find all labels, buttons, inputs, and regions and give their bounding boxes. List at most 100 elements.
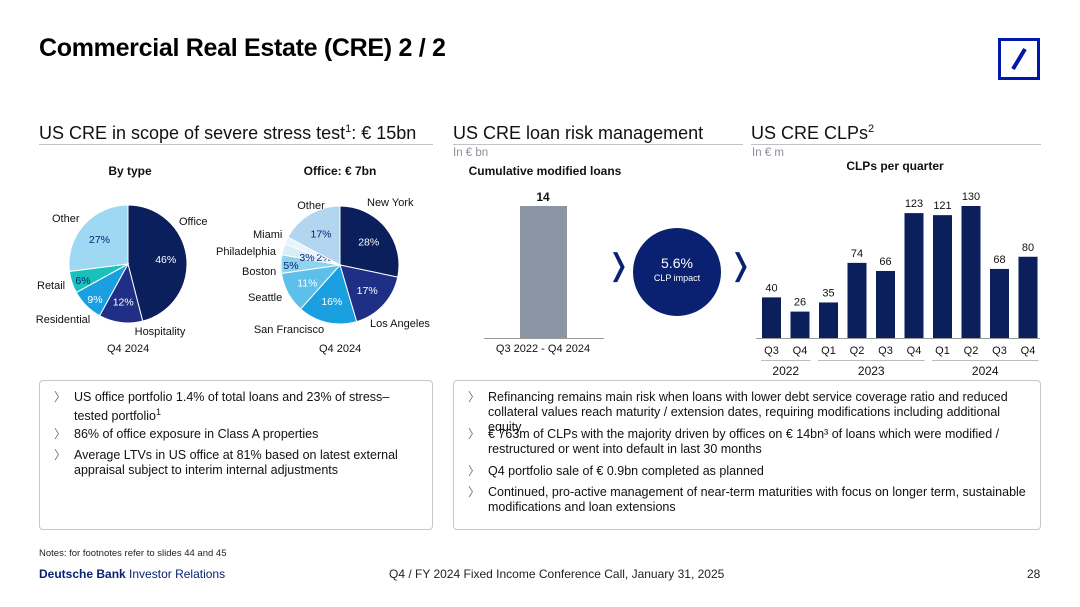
stress-title-text: US CRE in scope of severe stress test — [39, 123, 346, 143]
clps-title-text: US CRE CLPs — [751, 123, 869, 143]
bullet-text-content: Average LTVs in US office at 81% based o… — [74, 448, 398, 477]
clp-bar — [1018, 256, 1038, 338]
clp-bar — [990, 268, 1009, 338]
clp-quarter-label: Q4 — [1021, 345, 1036, 357]
clps-unit-label: In € m — [752, 147, 784, 159]
risk-section-title: US CRE loan risk management — [453, 123, 704, 143]
clps-bar-chart: 40 Q3 26 Q4 35 Q1 74 Q2 66 Q3 123 Q4 121 Q1 130 Q2 68 Q3 8… — [756, 191, 1040, 378]
pie-value-label: 5% — [283, 260, 298, 272]
clp-quarter-label: Q2 — [850, 345, 865, 357]
bullet-text: Q4 portfolio sale of € 0.9bn completed a… — [488, 464, 764, 479]
modified-loans-category-label: Q3 2022 - Q4 2024 — [496, 343, 590, 355]
clp-quarter-label: Q3 — [764, 345, 779, 357]
pie-category-label: Philadelphia — [216, 246, 277, 258]
clp-quarter-label: Q1 — [935, 345, 950, 357]
bullet-chevron-icon: 〉 — [54, 390, 67, 404]
stress-title-footnote: 1 — [345, 123, 352, 135]
clp-impact-label: CLP impact — [653, 273, 701, 283]
clp-bar — [904, 213, 924, 338]
pie-value-label: 28% — [358, 237, 379, 249]
bullet-text: Refinancing remains main risk when loans… — [488, 390, 1028, 435]
bullet-item: 〉 86% of office exposure in Class A prope… — [54, 427, 414, 448]
pie-value-label: 17% — [310, 228, 331, 240]
stress-title-amount: : € 15bn — [351, 123, 417, 143]
stress-section-rule — [39, 144, 433, 145]
clp-value-label: 66 — [879, 256, 891, 268]
clp-value-label: 130 — [962, 191, 980, 203]
chevron-right-icon: ❭ — [728, 249, 754, 282]
pie-value-label: 11% — [297, 277, 317, 289]
clp-year-label: 2023 — [858, 364, 885, 378]
bullet-text: Average LTVs in US office at 81% based o… — [74, 448, 414, 478]
footer-event: Q4 / FY 2024 Fixed Income Conference Cal… — [389, 567, 725, 581]
clp-value-label: 40 — [765, 282, 777, 294]
bullet-text-content: Continued, pro-active management of near… — [488, 485, 1026, 514]
bullet-chevron-icon: 〉 — [54, 427, 67, 441]
clp-impact-value: 5.6% — [661, 255, 693, 271]
footer-brand-unit: Investor Relations — [129, 567, 226, 581]
stress-bullets-box: 〉 US office portfolio 1.4% of total loans… — [39, 380, 433, 530]
bullet-item: 〉 Q4 portfolio sale of € 0.9bn completed … — [468, 464, 1028, 485]
clps-section-rule — [751, 144, 1041, 145]
clp-quarter-label: Q3 — [878, 345, 893, 357]
pie-slice-new-york — [339, 205, 400, 278]
by-type-chart-title: By type — [108, 164, 152, 178]
logo-slash-icon — [1011, 47, 1027, 71]
bullet-item: 〉 US office portfolio 1.4% of total loans… — [54, 390, 414, 427]
clp-value-label: 74 — [851, 248, 863, 260]
footer-brand-name: Deutsche Bank — [39, 567, 126, 581]
pie-slice-office — [127, 204, 188, 322]
by-type-caption: Q4 2024 — [107, 343, 150, 355]
footer-brand: Deutsche Bank Investor Relations — [39, 567, 225, 581]
bullet-chevron-icon: 〉 — [468, 485, 481, 499]
pie-value-label: 17% — [357, 285, 378, 297]
risk-section-rule — [453, 144, 743, 145]
clp-bar — [933, 215, 952, 338]
office-pie-chart: 28% New York 17% Los Angeles 16% San Francisc… — [216, 197, 430, 336]
pie-value-label: 16% — [321, 296, 342, 308]
clp-value-label: 121 — [933, 200, 951, 212]
pie-slice-los-angeles — [339, 264, 399, 323]
bullet-chevron-icon: 〉 — [468, 464, 481, 478]
footnote-notes: Notes: for footnotes refer to slides 44 … — [39, 548, 227, 559]
bullet-text-content: Refinancing remains main risk when loans… — [488, 390, 1008, 434]
risk-unit-label: In € bn — [453, 147, 489, 159]
clp-quarter-label: Q1 — [821, 345, 836, 357]
clp-quarter-label: Q3 — [992, 345, 1007, 357]
clp-value-label: 26 — [794, 297, 806, 309]
clp-bar — [790, 311, 810, 338]
clp-bar — [762, 297, 781, 338]
clp-quarter-label: Q2 — [964, 345, 979, 357]
pie-value-label: 3% — [299, 252, 314, 264]
bullet-chevron-icon: 〉 — [468, 427, 481, 441]
clp-quarter-label: Q4 — [793, 345, 808, 357]
clps-chart-title: CLPs per quarter — [846, 159, 944, 173]
clp-year-label: 2022 — [772, 364, 799, 378]
clp-value-label: 35 — [822, 287, 834, 299]
pie-category-label: Retail — [37, 280, 65, 292]
bullet-item: 〉 € 763m of CLPs with the majority driven… — [468, 427, 1028, 464]
pie-category-label: San Francisco — [254, 324, 324, 336]
by-type-pie-chart: 46% Office 12% Hospitality 9% Residential 6% Re… — [36, 204, 208, 338]
bullet-text-content: 86% of office exposure in Class A proper… — [74, 427, 319, 441]
modified-loans-value-label: 14 — [536, 190, 550, 204]
bullet-footnote: 1 — [156, 407, 162, 417]
office-caption: Q4 2024 — [319, 343, 362, 355]
pie-category-label: Seattle — [248, 292, 282, 304]
modified-loans-bar — [520, 206, 567, 338]
pie-value-label: 9% — [87, 294, 102, 306]
chevron-right-icon: ❭ — [606, 249, 632, 282]
bullet-chevron-icon: 〉 — [468, 390, 481, 404]
bullet-text-content: Q4 portfolio sale of € 0.9bn completed a… — [488, 464, 764, 478]
pie-slice-other — [68, 204, 129, 272]
pie-value-label: 12% — [113, 297, 134, 309]
pie-category-label: Office — [179, 216, 208, 228]
modified-loans-chart-title: Cumulative modified loans — [468, 164, 622, 178]
pie-value-label: 46% — [155, 254, 176, 266]
page-title: Commercial Real Estate (CRE) 2 / 2 — [39, 34, 446, 62]
risk-bullets-box: 〉 Refinancing remains main risk when loan… — [453, 380, 1041, 530]
pie-value-label: 6% — [75, 275, 90, 287]
page-number: 28 — [1027, 567, 1041, 581]
bullet-item: 〉 Continued, pro-active management of nea… — [468, 485, 1028, 525]
clp-bar — [961, 206, 981, 338]
